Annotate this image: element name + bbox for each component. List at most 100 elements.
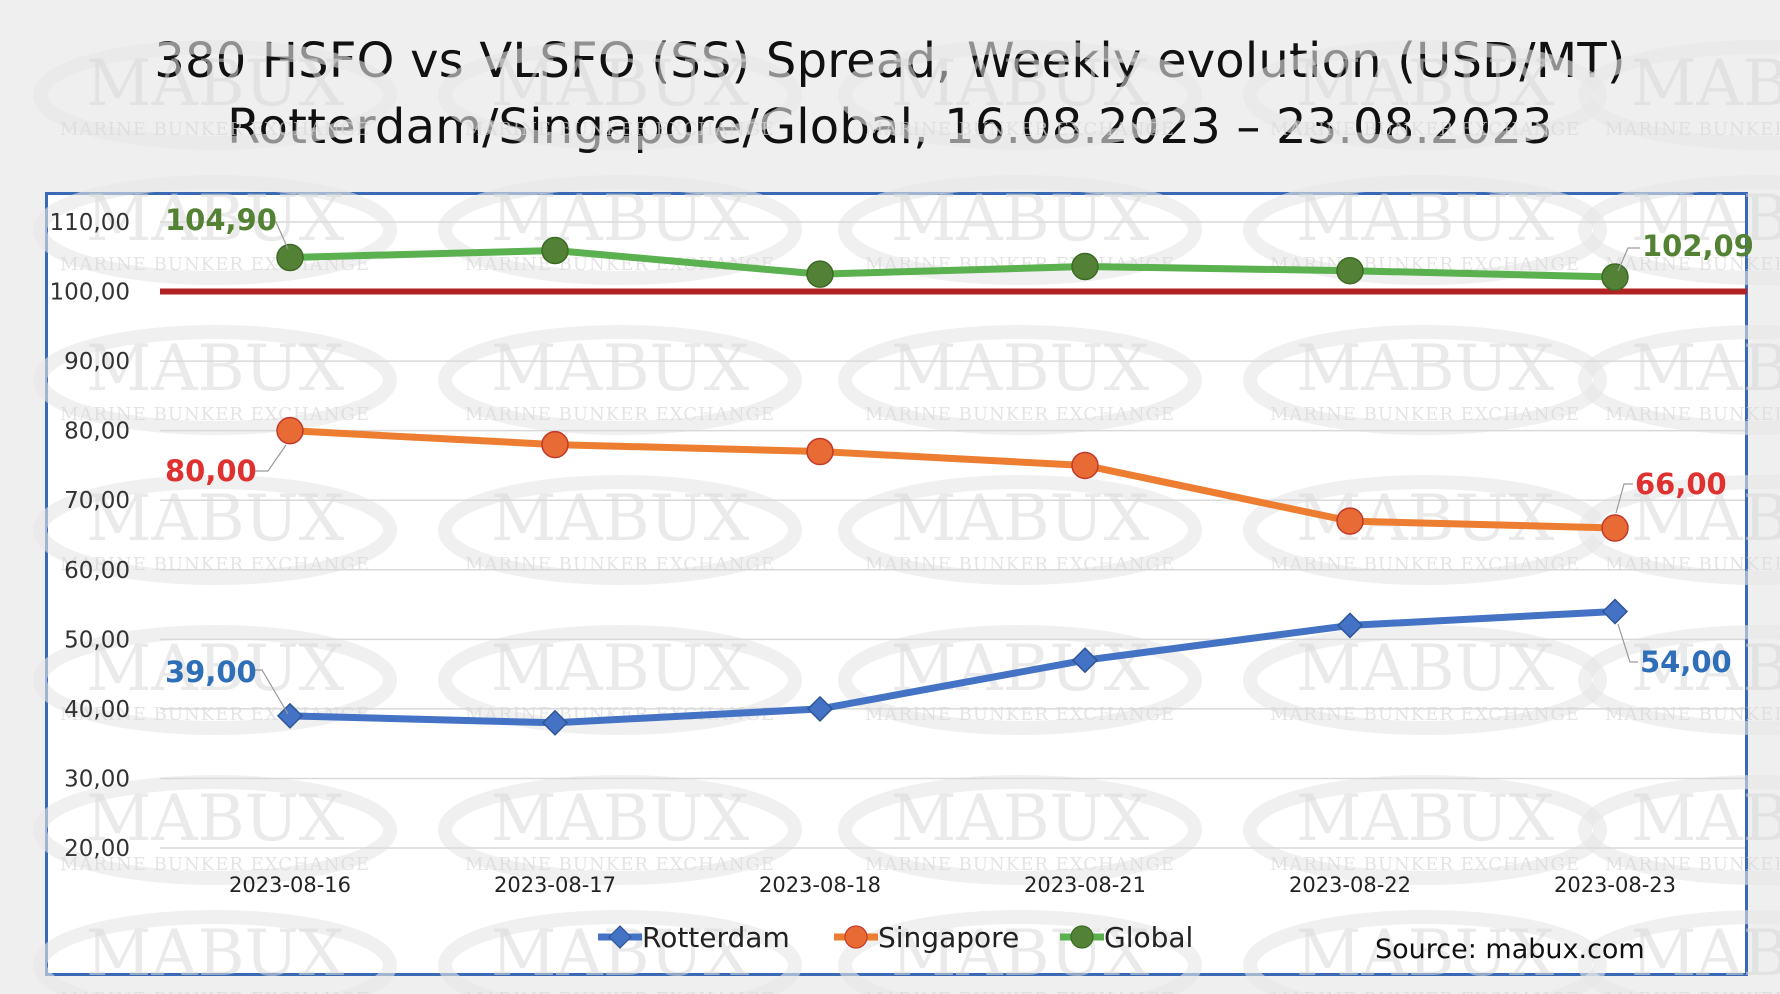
y-tick-label: 80,00 (64, 419, 130, 445)
legend-item-rotterdam: Rotterdam (598, 921, 790, 954)
watermark-brand: MABUX (1631, 332, 1780, 406)
watermark-brand: MABUX (1631, 632, 1780, 706)
watermark-swoosh (438, 325, 802, 435)
singapore-series (276, 416, 1629, 542)
watermark-subtitle: MARINE BUNKER EXCHANGE (1270, 704, 1580, 725)
watermark-subtitle: MARINE BUNKER EXCHANGE (865, 119, 1175, 140)
watermark-swoosh (838, 775, 1202, 885)
singapore-last-data-label: 66,00 (1635, 467, 1727, 501)
rotterdam-point (806, 695, 834, 722)
legend-item-global: Global (1060, 921, 1193, 954)
global-first-data-label: 104,90 (165, 203, 277, 237)
source-note: Source: mabux.com (1375, 934, 1645, 965)
x-tick-label: 2023-08-16 (229, 873, 351, 897)
y-tick-label: 40,00 (64, 697, 130, 723)
y-tick-label: 90,00 (64, 349, 130, 375)
watermark-swoosh (33, 910, 397, 994)
chart-frame (45, 192, 1748, 976)
watermark-subtitle: MARINE BUNKER EXCHANGE (1605, 989, 1780, 994)
x-tick-label: 2023-08-21 (1024, 873, 1146, 897)
watermark-brand: MABUX (86, 47, 345, 121)
watermark-subtitle: MARINE BUNKER EXCHANGE (465, 119, 775, 140)
watermark-swoosh (1243, 40, 1607, 150)
watermark-swoosh (33, 40, 397, 150)
watermark-subtitle: MARINE BUNKER EXCHANGE (865, 854, 1175, 875)
rotterdam-series (276, 598, 1629, 736)
watermark-swoosh (33, 325, 397, 435)
watermark-swoosh (1578, 325, 1780, 435)
rotterdam-last-label-leader (1617, 623, 1638, 663)
watermark-brand: MABUX (1631, 47, 1780, 121)
y-tick-label: 50,00 (64, 627, 130, 653)
legend-label-global: Global (1104, 921, 1193, 954)
watermark-subtitle: MARINE BUNKER EXCHANGE (465, 254, 775, 275)
watermark-brand: MABUX (86, 482, 345, 556)
global-point (806, 260, 834, 288)
y-tick-label: 70,00 (64, 488, 130, 514)
watermark-brand: MABUX (1631, 482, 1780, 556)
singapore-last-label-leader (1615, 483, 1633, 514)
singapore-point (1336, 507, 1364, 535)
watermark-brand: MABUX (891, 47, 1150, 121)
global-point (1601, 263, 1629, 291)
singapore-first-data-label: 80,00 (165, 454, 257, 488)
watermark-swoosh (838, 325, 1202, 435)
watermark-swoosh (1243, 325, 1607, 435)
watermark-swoosh (438, 775, 802, 885)
watermark-subtitle: MARINE BUNKER EXCHANGE (465, 404, 775, 425)
global-series (276, 236, 1629, 291)
watermark-brand: MABUX (86, 632, 345, 706)
watermark-brand: MABUX (491, 332, 750, 406)
y-tick-label: 30,00 (64, 766, 130, 792)
legend-item-singapore: Singapore (834, 921, 1019, 954)
rotterdam-point (541, 709, 569, 736)
watermark-brand: MABUX (1631, 182, 1780, 256)
watermark-brand: MABUX (1296, 782, 1555, 856)
watermark-subtitle: MARINE BUNKER EXCHANGE (1270, 119, 1580, 140)
global-point (1071, 252, 1099, 281)
watermark-swoosh (838, 625, 1202, 735)
legend-marker-global (1070, 925, 1094, 949)
y-axis-ticks: 20,00 30,00 40,00 50,00 60,00 70,00 80,00 90,00… (50, 210, 130, 862)
global-line (286, 247, 1619, 281)
watermark-brand: MABUX (1296, 47, 1555, 121)
x-tick-label: 2023-08-22 (1289, 873, 1411, 897)
rotterdam-point (1071, 647, 1099, 674)
rotterdam-point (276, 702, 304, 729)
watermark-subtitle: MARINE BUNKER EXCHANGE (1270, 404, 1580, 425)
watermark-subtitle: MARINE BUNKER EXCHANGE (1605, 554, 1780, 575)
watermark-subtitle: MARINE BUNKER EXCHANGE (865, 704, 1175, 725)
watermark-swoosh (438, 475, 802, 585)
watermark-subtitle: MARINE BUNKER EXCHANGE (1270, 989, 1580, 994)
x-tick-label: 2023-08-17 (494, 873, 616, 897)
y-tick-label: 20,00 (64, 836, 130, 862)
x-tick-label: 2023-08-23 (1554, 873, 1676, 897)
legend-label-singapore: Singapore (878, 921, 1019, 954)
watermark-swoosh (1578, 625, 1780, 735)
global-last-data-label: 102,09 (1642, 229, 1754, 263)
watermark-brand: MABUX (86, 182, 345, 256)
watermark-swoosh (1243, 175, 1607, 285)
watermark-brand: MABUX (86, 332, 345, 406)
watermark-brand: MABUX (891, 482, 1150, 556)
global-first-label-leader (258, 221, 289, 250)
gridlines (160, 221, 1745, 849)
global-point (1336, 256, 1364, 285)
rotterdam-point (1336, 612, 1364, 639)
global-last-label-leader (1617, 247, 1640, 272)
